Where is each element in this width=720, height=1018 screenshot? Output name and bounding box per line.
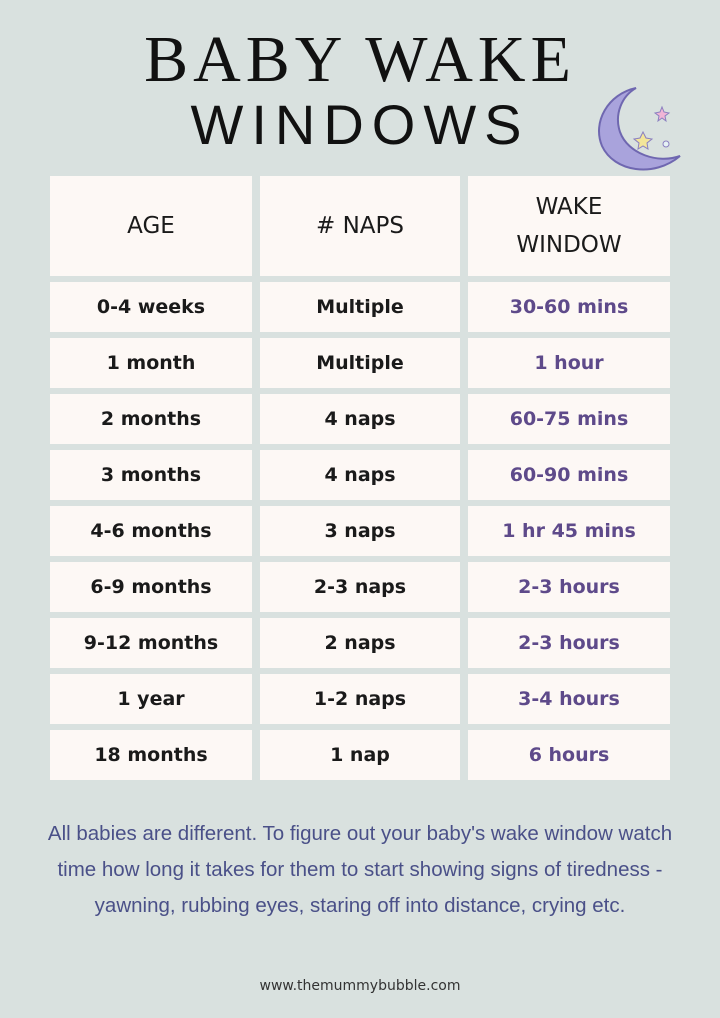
cell-naps: 3 naps [260,506,460,556]
table-row: 9-12 months 2 naps 2-3 hours [50,618,670,668]
table-header-row: AGE # NAPS WAKE WINDOW [50,176,670,276]
cell-naps: 1-2 naps [260,674,460,724]
cell-age: 4-6 months [50,506,252,556]
cell-age: 18 months [50,730,252,780]
footer-website: www.themummybubble.com [259,978,461,994]
cell-age: 3 months [50,450,252,500]
table-row: 18 months 1 nap 6 hours [50,730,670,780]
table-row: 1 month Multiple 1 hour [50,338,670,388]
cell-age: 0-4 weeks [50,282,252,332]
cell-naps: 4 naps [260,394,460,444]
header-wake-window-label: WAKE WINDOW [516,194,622,258]
table-row: 2 months 4 naps 60-75 mins [50,394,670,444]
note-text: All babies are different. To figure out … [47,822,673,917]
cell-wake-window: 1 hr 45 mins [468,506,670,556]
cell-naps: Multiple [260,282,460,332]
cell-age: 2 months [50,394,252,444]
wake-window-table: AGE # NAPS WAKE WINDOW 0-4 weeks Multiple… [50,176,670,786]
cell-wake-window: 2-3 hours [468,562,670,612]
cell-wake-window: 2-3 hours [468,618,670,668]
cell-age: 1 year [50,674,252,724]
cell-wake-window: 1 hour [468,338,670,388]
cell-wake-window: 6 hours [468,730,670,780]
table-row: 4-6 months 3 naps 1 hr 45 mins [50,506,670,556]
cell-age: 6-9 months [50,562,252,612]
table-row: 3 months 4 naps 60-90 mins [50,450,670,500]
header-naps: # NAPS [260,176,460,276]
header-age: AGE [50,176,252,276]
table-row: 1 year 1-2 naps 3-4 hours [50,674,670,724]
cell-wake-window: 60-75 mins [468,394,670,444]
cell-naps: Multiple [260,338,460,388]
cell-age: 9-12 months [50,618,252,668]
cell-wake-window: 30-60 mins [468,282,670,332]
title-line-2: WINDOWS [190,93,530,156]
table-row: 6-9 months 2-3 naps 2-3 hours [50,562,670,612]
star-icon [632,130,654,150]
star-icon [653,105,671,123]
cell-wake-window: 60-90 mins [468,450,670,500]
cell-wake-window: 3-4 hours [468,674,670,724]
cell-naps: 2-3 naps [260,562,460,612]
title-line-1: BABY WAKE [144,23,576,96]
table-row: 0-4 weeks Multiple 30-60 mins [50,282,670,332]
header-wake-window: WAKE WINDOW [468,176,670,276]
cell-naps: 4 naps [260,450,460,500]
cell-age: 1 month [50,338,252,388]
cell-naps: 2 naps [260,618,460,668]
crescent-moon-icon [598,87,681,171]
star-icon [662,140,670,148]
cell-naps: 1 nap [260,730,460,780]
